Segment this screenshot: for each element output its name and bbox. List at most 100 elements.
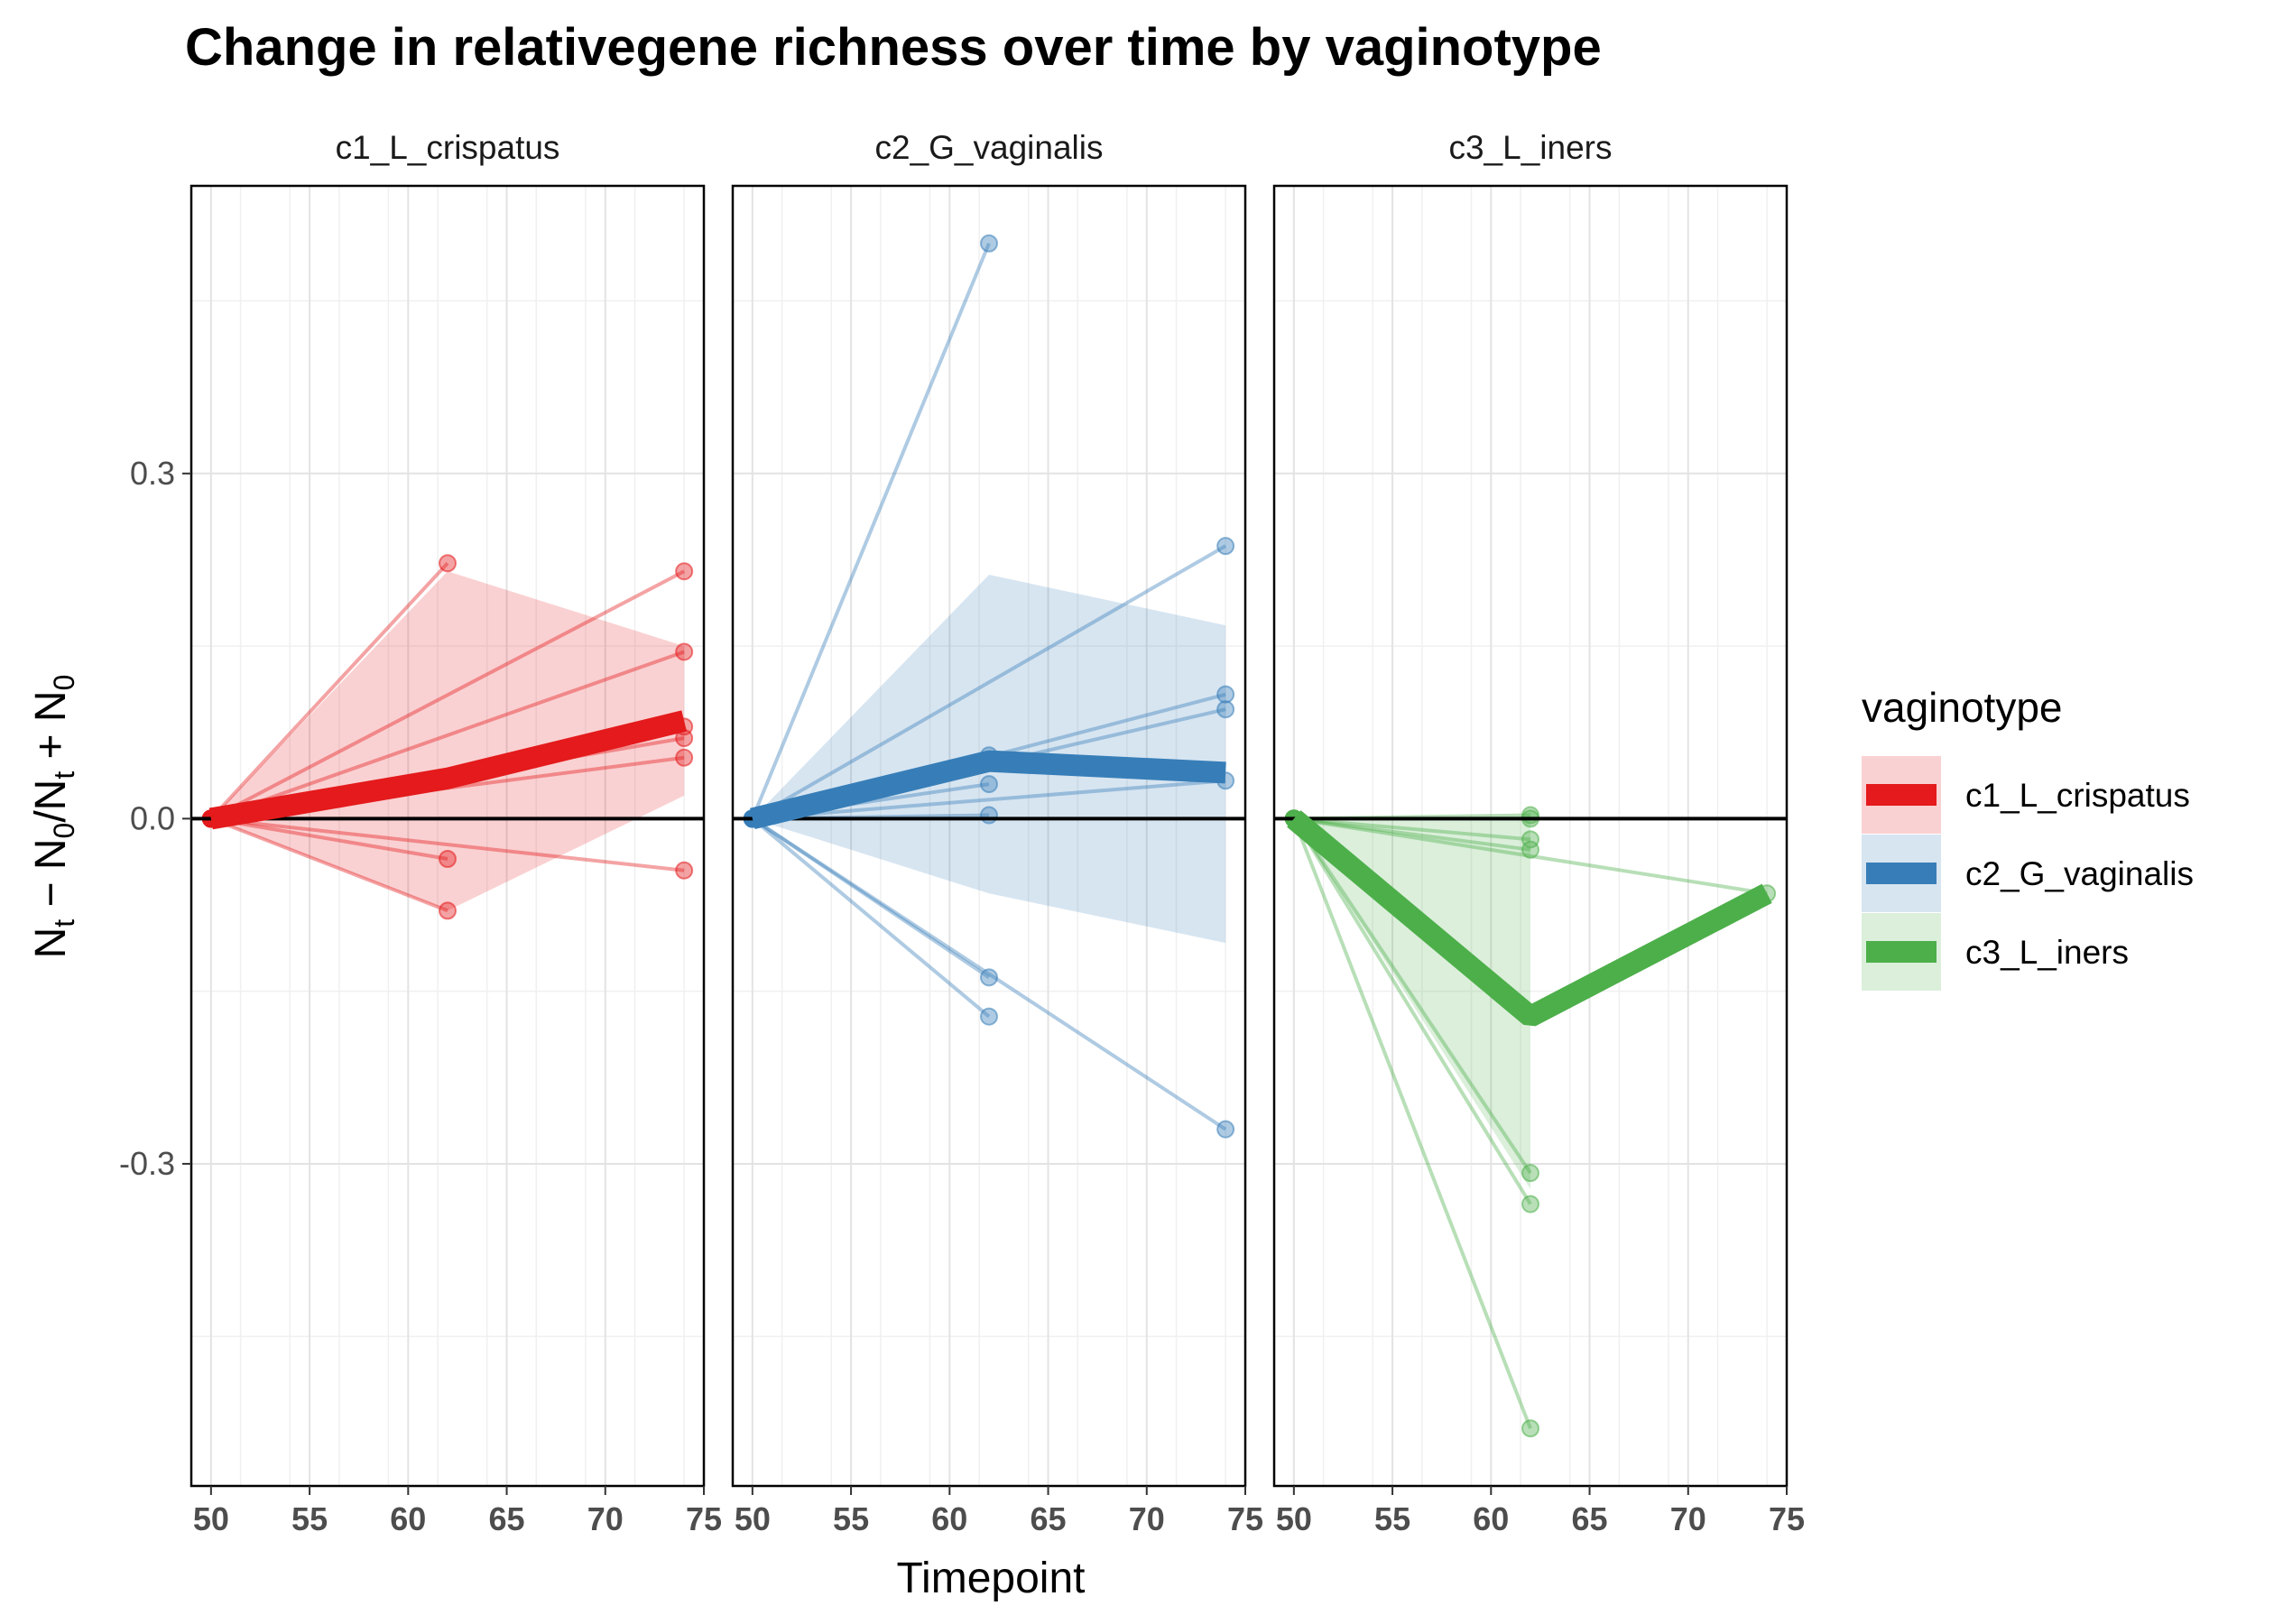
- subject-trajectory-line: [209, 561, 449, 820]
- subject-trajectory-line: [1293, 817, 1768, 896]
- subject-data-point: [439, 554, 457, 573]
- ylabel-sub-0b: 0: [48, 675, 80, 691]
- x-tick-label: 75: [1769, 1500, 1805, 1537]
- panel-border: [1272, 184, 1789, 1488]
- panel-background: [191, 186, 704, 1486]
- panel-border: [190, 184, 706, 1488]
- legend-title: vaginotype: [1862, 684, 2063, 731]
- facet-strip-label: c3_L_iners: [1448, 129, 1612, 166]
- subject-data-point: [675, 642, 694, 661]
- subject-trajectory-line: [1293, 817, 1531, 842]
- subject-data-point: [980, 968, 998, 987]
- subject-data-point: [675, 748, 694, 767]
- x-tick-label: 75: [686, 1500, 722, 1537]
- subject-trajectory-line: [751, 817, 1227, 1131]
- chart-title: Change in relativegene richness over tim…: [185, 18, 1602, 77]
- ylabel-sub-0a: 0: [48, 823, 80, 839]
- subject-trajectory-line: [210, 817, 685, 872]
- subject-trajectory-line: [1292, 817, 1532, 1175]
- subject-data-point: [1216, 1120, 1235, 1139]
- y-axis-title: Nt − N0/Nt + N0: [27, 675, 80, 959]
- subject-trajectory-line: [752, 779, 1226, 821]
- panel-background: [1274, 186, 1787, 1486]
- legend-entry-label: c3_L_iners: [1965, 934, 2129, 971]
- x-tick-label: 70: [587, 1500, 624, 1537]
- x-tick-label: 65: [1031, 1500, 1067, 1537]
- subject-data-point: [439, 901, 457, 920]
- subject-data-point: [980, 806, 998, 825]
- subject-data-point: [1521, 1419, 1539, 1438]
- subject-data-point: [1521, 1164, 1539, 1183]
- legend-entry-c1_L_crispatus: c1_L_crispatus: [1862, 756, 2190, 834]
- legend-key-line: [1866, 784, 1937, 806]
- subject-trajectory-line: [751, 817, 991, 980]
- y-tick-label: 0.3: [130, 455, 175, 492]
- x-tick-label: 55: [833, 1500, 869, 1537]
- x-tick-label: 70: [1670, 1500, 1706, 1537]
- legend-key-line: [1866, 863, 1937, 884]
- facet-panels: c1_L_crispatus 50 55 60 65 70 75 -0.3 0.0 0.3 c2_G…: [119, 129, 1805, 1537]
- x-axis-title: Timepoint: [897, 1555, 1086, 1602]
- ylabel-part-div: /N: [27, 780, 75, 823]
- subject-data-point: [675, 562, 694, 581]
- x-tick-label: 65: [1572, 1500, 1608, 1537]
- facet-strip-label: c1_L_crispatus: [336, 129, 560, 166]
- subject-trajectory-line: [210, 817, 448, 861]
- ylabel-part-plus: + N: [27, 690, 75, 770]
- subject-trajectory-line: [1292, 817, 1532, 1205]
- x-tick-label: 50: [1276, 1500, 1312, 1537]
- subject-data-point: [980, 1007, 998, 1026]
- x-tick-label: 60: [390, 1500, 426, 1537]
- subject-data-point: [980, 234, 998, 253]
- mean-trend-line: [1287, 810, 1772, 1027]
- subject-trajectory-line: [750, 243, 991, 820]
- subject-trajectory-line: [210, 817, 448, 913]
- legend-entry-label: c1_L_crispatus: [1965, 777, 2190, 814]
- subject-data-point: [1521, 840, 1539, 859]
- panel-border: [731, 184, 1247, 1488]
- subject-trajectory-line: [210, 650, 685, 821]
- x-tick-label: 55: [1374, 1500, 1410, 1537]
- x-tick-label: 55: [291, 1500, 328, 1537]
- y-tick-label: 0.0: [130, 799, 175, 836]
- subject-data-point: [675, 861, 694, 880]
- ylabel-part-minus: − N: [27, 838, 75, 918]
- facet-strip-label: c2_G_vaginalis: [875, 129, 1104, 166]
- facet-panel-c3_L_iners: c3_L_iners 50 55 60 65 70 75: [1272, 129, 1805, 1537]
- legend-key-line: [1866, 941, 1937, 963]
- x-tick-label: 60: [1473, 1500, 1509, 1537]
- facet-panel-c1_L_crispatus: c1_L_crispatus 50 55 60 65 70 75 -0.3 0.0 0.3: [119, 129, 722, 1537]
- mean-trend-line: [750, 750, 1226, 830]
- legend-entry-c2_G_vaginalis: c2_G_vaginalis: [1862, 835, 2194, 912]
- facet-panel-c2_G_vaginalis: c2_G_vaginalis 50 55 60 65 70 75: [731, 129, 1263, 1537]
- ylabel-sub-t1: t: [48, 919, 80, 927]
- legend: vaginotype c1_L_crispatus c2_G_vaginalisc…: [1862, 684, 2194, 991]
- subject-data-point: [439, 850, 457, 869]
- subject-data-point: [1521, 1195, 1539, 1213]
- subject-trajectory-line: [209, 569, 686, 821]
- mean-trend-line: [208, 710, 687, 830]
- x-tick-label: 65: [489, 1500, 525, 1537]
- subject-data-point: [980, 775, 998, 794]
- ylabel-part-n1: N: [27, 927, 75, 959]
- x-tick-label: 50: [735, 1500, 771, 1537]
- confidence-ribbon: [210, 571, 685, 911]
- subject-trajectory-line: [1293, 817, 1531, 852]
- y-tick-label: -0.3: [119, 1145, 175, 1182]
- confidence-ribbon: [1293, 818, 1530, 1189]
- subject-trajectory-line: [1291, 817, 1532, 1429]
- subject-data-point: [1216, 685, 1235, 704]
- legend-entry-label: c2_G_vaginalis: [1965, 855, 2194, 892]
- x-tick-label: 50: [193, 1500, 229, 1537]
- x-tick-label: 70: [1129, 1500, 1165, 1537]
- subject-trajectory-line: [751, 544, 1227, 821]
- subject-data-point: [1216, 700, 1235, 719]
- subject-trajectory-line: [751, 817, 991, 1019]
- legend-entry-c3_L_iners: c3_L_iners: [1862, 913, 2129, 991]
- x-tick-label: 60: [931, 1500, 967, 1537]
- x-tick-label: 75: [1227, 1500, 1263, 1537]
- ylabel-sub-t2: t: [48, 771, 80, 780]
- panel-background: [733, 186, 1245, 1486]
- subject-data-point: [1216, 537, 1235, 556]
